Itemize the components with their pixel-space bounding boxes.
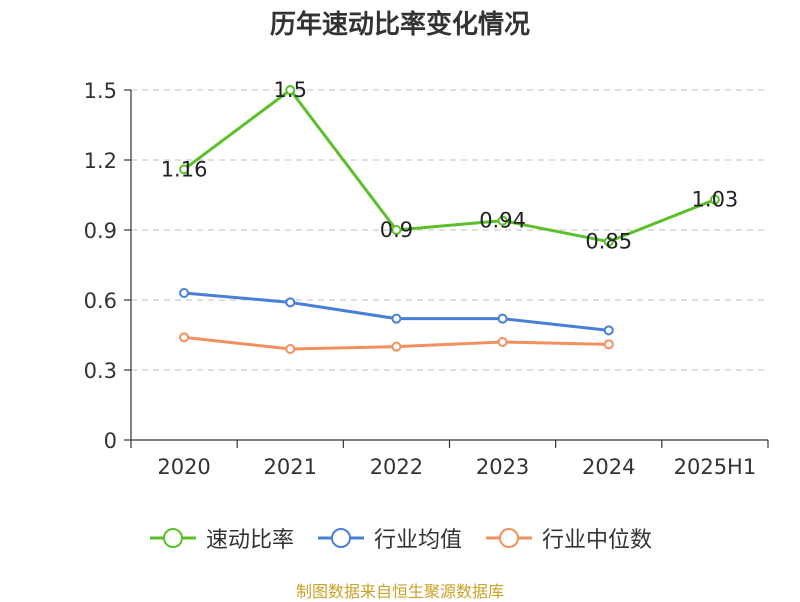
data-point <box>285 344 296 354</box>
legend-item[interactable]: 行业均值 <box>316 522 462 554</box>
data-point <box>603 339 614 350</box>
data-point <box>179 164 190 175</box>
data-label: 0.94 <box>479 209 526 233</box>
x-tick-label: 2020 <box>157 455 210 479</box>
series-line <box>183 88 716 244</box>
x-tick-label: 2021 <box>264 455 317 479</box>
legend-line-circle-icon <box>149 528 196 548</box>
x-tick-label: 2024 <box>582 455 635 479</box>
legend-swatch-circle <box>499 528 519 548</box>
y-tick-label: 0.9 <box>84 219 117 243</box>
y-tick-label: 1.2 <box>84 149 117 173</box>
legend-label: 行业均值 <box>373 528 462 553</box>
data-point <box>497 313 508 324</box>
legend-label: 速动比率 <box>205 528 294 553</box>
legend-swatch-circle <box>330 528 351 548</box>
data-point <box>285 85 296 95</box>
data-point <box>391 225 402 235</box>
data-point <box>179 288 190 298</box>
data-point <box>179 332 190 343</box>
legend-line-circle-icon <box>317 528 364 548</box>
data-label: 1.03 <box>692 188 739 212</box>
data-point <box>285 297 296 308</box>
data-label: 0.9 <box>380 218 413 242</box>
legend-line-circle-icon <box>486 528 532 548</box>
x-tick-label: 2022 <box>370 455 423 479</box>
data-point <box>497 337 508 347</box>
y-tick-label: 0.6 <box>84 289 117 313</box>
legend-item[interactable]: 行业中位数 <box>484 522 652 554</box>
data-point <box>603 236 614 247</box>
data-point <box>391 313 402 324</box>
legend-label: 行业中位数 <box>542 528 653 553</box>
data-label: 1.5 <box>274 78 307 102</box>
series-lines <box>179 85 720 354</box>
series-line <box>183 291 609 332</box>
y-tick-label: 0 <box>104 429 117 453</box>
data-point <box>497 215 508 226</box>
data-labels: 1.16 1.5 0.9 0.94 0.85 1.03 <box>161 78 739 254</box>
grid-lines <box>131 89 768 371</box>
data-point <box>603 325 614 336</box>
y-tick-label: 0.3 <box>84 359 117 383</box>
axes: 0 0.3 0.6 0.9 1.2 1.5 2020 2021 2022 2023 2024 2025… <box>84 79 769 479</box>
x-tick-label: 2023 <box>476 455 529 479</box>
source-note: 制图数据来自恒生聚源数据库 <box>295 582 504 601</box>
chart-title: 历年速动比率变化情况 <box>269 10 530 40</box>
data-label: 1.16 <box>161 157 208 181</box>
y-tick-label: 1.5 <box>84 79 117 103</box>
legend-item[interactable]: 速动比率 <box>148 522 294 554</box>
data-point <box>709 194 720 205</box>
legend-swatch-circle <box>162 528 183 548</box>
x-tick-label: 2025H1 <box>674 455 757 479</box>
data-point <box>391 341 402 352</box>
legend: 速动比率 行业均值 行业中位数 <box>0 518 800 558</box>
data-label: 0.85 <box>585 230 632 254</box>
